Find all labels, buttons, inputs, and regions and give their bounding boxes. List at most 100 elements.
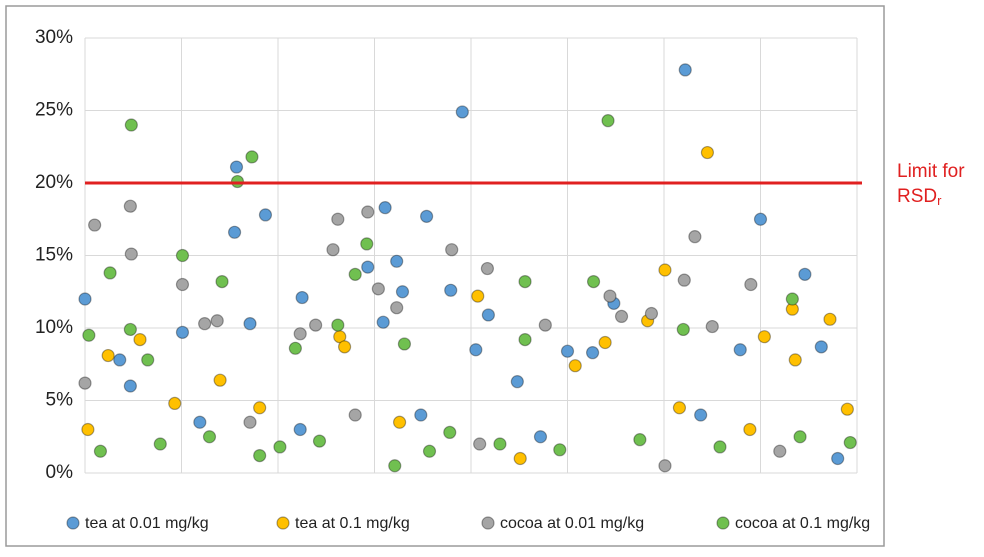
data-point — [253, 401, 267, 415]
data-point — [390, 254, 404, 268]
data-point — [258, 208, 273, 222]
data-point — [82, 328, 96, 342]
data-point — [793, 430, 807, 444]
data-point — [473, 437, 487, 451]
data-point — [414, 408, 428, 422]
data-point — [378, 201, 392, 215]
data-point — [390, 301, 404, 315]
data-point — [213, 373, 227, 387]
data-point — [388, 459, 402, 473]
data-point — [93, 444, 108, 458]
data-point — [361, 205, 375, 219]
data-point — [168, 396, 182, 410]
data-point — [88, 218, 102, 232]
y-tick-label: 25% — [35, 100, 73, 121]
data-point — [397, 337, 412, 351]
data-point — [113, 353, 127, 367]
legend-label: cocoa at 0.01 mg/kg — [500, 515, 644, 532]
data-point — [744, 277, 758, 292]
data-point — [743, 422, 757, 437]
data-point — [293, 422, 307, 437]
data-point — [840, 402, 854, 416]
data-point — [513, 451, 527, 466]
data-point — [471, 289, 485, 303]
data-point — [688, 230, 702, 244]
data-point — [245, 150, 259, 164]
data-point — [227, 225, 242, 239]
data-point — [360, 237, 374, 251]
data-point — [814, 340, 828, 354]
data-point — [312, 434, 327, 448]
data-point — [124, 118, 138, 132]
legend-label: tea at 0.01 mg/kg — [85, 515, 209, 532]
data-point — [361, 260, 375, 274]
data-point — [493, 437, 507, 451]
data-point — [443, 425, 457, 439]
data-point — [229, 160, 244, 174]
data-point — [420, 209, 434, 223]
data-point — [586, 275, 601, 289]
data-point — [326, 243, 340, 257]
legend-label: tea at 0.1 mg/kg — [295, 515, 410, 532]
data-point — [273, 440, 287, 454]
limit-label-subscript: r — [937, 193, 942, 208]
data-point — [568, 359, 582, 373]
data-point — [788, 353, 802, 367]
data-point — [392, 415, 407, 429]
data-point — [337, 340, 352, 354]
data-point — [331, 212, 345, 226]
data-point — [376, 315, 390, 329]
data-point — [243, 415, 257, 429]
data-point — [455, 105, 469, 119]
data-point — [444, 283, 458, 297]
data-point — [672, 401, 687, 415]
data-point — [295, 290, 309, 305]
data-point — [395, 285, 410, 299]
data-point — [510, 375, 524, 389]
data-point — [603, 289, 617, 303]
data-point — [101, 348, 115, 363]
data-point — [309, 318, 323, 332]
data-point — [175, 325, 190, 339]
data-point — [598, 335, 612, 350]
data-point — [371, 282, 385, 296]
y-tick-label: 30% — [35, 27, 73, 48]
data-point — [733, 343, 747, 357]
data-point — [480, 261, 495, 276]
data-point — [633, 433, 647, 447]
data-point — [843, 435, 857, 450]
legend-marker — [481, 516, 495, 530]
data-point — [469, 343, 483, 357]
data-point — [78, 292, 92, 306]
data-point — [676, 322, 690, 337]
data-point — [700, 145, 715, 160]
data-point — [518, 275, 532, 289]
data-point — [422, 444, 437, 458]
data-point — [78, 376, 92, 390]
data-point — [193, 415, 207, 429]
data-point — [538, 318, 552, 332]
y-tick-label: 20% — [35, 172, 73, 193]
limit-label: RSDr — [897, 186, 942, 208]
data-point — [481, 308, 495, 322]
data-point — [123, 379, 137, 393]
chart-frame — [5, 5, 885, 547]
data-point — [705, 319, 719, 334]
legend-marker — [276, 516, 290, 530]
data-point — [694, 408, 708, 422]
data-point — [658, 263, 672, 277]
y-tick-label: 5% — [46, 390, 74, 411]
data-point — [713, 440, 727, 454]
data-point — [175, 277, 190, 292]
data-point — [124, 247, 138, 261]
data-point — [553, 443, 567, 457]
data-point — [215, 275, 229, 289]
data-point — [644, 306, 659, 321]
data-point — [798, 267, 812, 281]
data-point — [560, 344, 575, 358]
data-point — [210, 314, 224, 328]
data-point — [585, 346, 600, 360]
data-point — [348, 408, 362, 422]
data-point — [823, 312, 837, 326]
